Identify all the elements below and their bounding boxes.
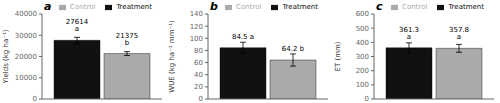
- svg-text:400: 400: [356, 39, 369, 47]
- svg-text:361.3a: 361.3a: [399, 26, 419, 41]
- html-text:Treatment: Treatment: [282, 3, 318, 11]
- html-text:Control: Control: [402, 3, 428, 11]
- svg-text:80: 80: [194, 47, 203, 55]
- svg-text:100: 100: [190, 35, 203, 43]
- html-text:Treatment: Treatment: [448, 3, 484, 11]
- svg-text:100: 100: [356, 81, 369, 89]
- svg-text:20: 20: [194, 83, 203, 91]
- html-text:a: a: [44, 0, 52, 13]
- svg-text:10000: 10000: [15, 74, 37, 82]
- svg-text:30000: 30000: [15, 32, 37, 40]
- svg-text:140: 140: [190, 10, 203, 18]
- svg-text:21375b: 21375b: [116, 32, 138, 47]
- svg-text:ET (mm): ET (mm): [334, 41, 342, 71]
- html-text:Control: Control: [70, 3, 96, 11]
- svg-text:Yields (kg ha⁻¹): Yields (kg ha⁻¹): [8, 29, 10, 84]
- svg-text:200: 200: [356, 67, 369, 75]
- svg-text:300: 300: [356, 53, 369, 61]
- svg-text:0: 0: [33, 95, 37, 103]
- svg-text:120: 120: [190, 23, 203, 31]
- svg-text:600: 600: [356, 10, 369, 18]
- svg-text:40000: 40000: [15, 10, 37, 18]
- svg-text:27614a: 27614a: [66, 18, 89, 33]
- svg-text:64.2 b: 64.2 b: [282, 45, 305, 53]
- svg-text:40: 40: [194, 71, 203, 79]
- html-text:c: c: [376, 0, 383, 13]
- svg-text:0: 0: [365, 95, 369, 103]
- svg-text:84.5 a: 84.5 a: [232, 33, 254, 41]
- html-text:Treatment: Treatment: [116, 3, 152, 11]
- html-text:b: b: [210, 0, 218, 13]
- svg-text:60: 60: [194, 59, 203, 67]
- html-text:Control: Control: [236, 3, 262, 11]
- svg-text:20000: 20000: [15, 53, 37, 61]
- svg-text:357.8a: 357.8a: [449, 26, 469, 41]
- svg-text:0: 0: [199, 95, 203, 103]
- svg-text:500: 500: [356, 25, 369, 33]
- svg-text:WUE (kg ha⁻¹ mm⁻¹): WUE (kg ha⁻¹ mm⁻¹): [168, 20, 176, 93]
